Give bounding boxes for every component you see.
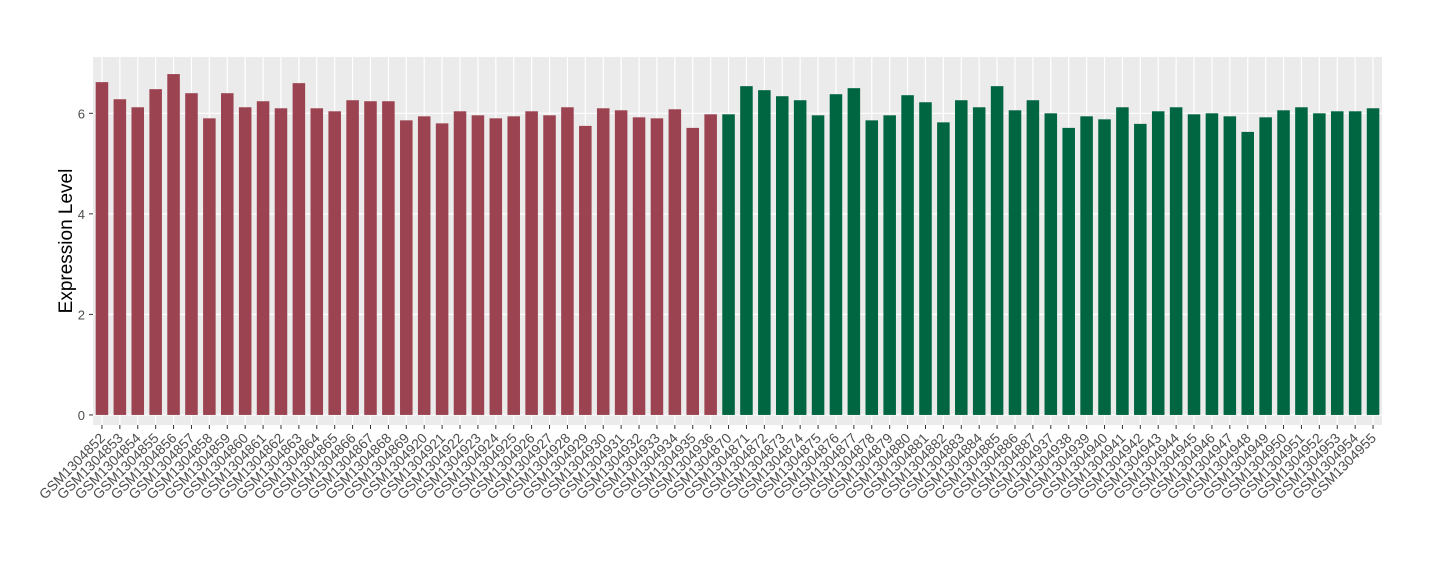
- bar: [847, 88, 861, 415]
- bar: [1062, 127, 1075, 415]
- bar: [632, 117, 646, 415]
- bar: [364, 101, 377, 415]
- y-tick-label: 6: [78, 106, 85, 121]
- bar: [507, 116, 520, 415]
- bar: [650, 118, 664, 415]
- bar: [722, 114, 735, 415]
- bar: [346, 100, 359, 415]
- bar: [1223, 116, 1237, 415]
- bar: [400, 120, 413, 415]
- bar: [955, 100, 968, 415]
- bar: [1277, 110, 1290, 415]
- bar: [883, 115, 896, 415]
- bar: [775, 96, 789, 415]
- y-tick-label: 2: [78, 307, 85, 322]
- bar: [292, 83, 306, 415]
- bar: [417, 116, 431, 415]
- bar: [1169, 107, 1183, 415]
- bar: [113, 99, 127, 415]
- bar: [1098, 119, 1111, 415]
- bar: [256, 101, 270, 415]
- bar: [561, 107, 574, 415]
- bar: [1026, 100, 1040, 415]
- bar: [793, 100, 807, 415]
- bar: [990, 86, 1004, 415]
- bar: [471, 115, 485, 415]
- y-tick-label: 0: [78, 408, 85, 423]
- bar: [221, 93, 234, 415]
- bar: [704, 114, 717, 415]
- bar: [686, 127, 700, 415]
- bar: [596, 108, 610, 415]
- bar: [865, 120, 879, 415]
- bar: [1008, 110, 1022, 415]
- bar: [95, 82, 109, 415]
- bar: [1330, 111, 1344, 415]
- bar: [274, 108, 288, 415]
- bar: [149, 89, 162, 415]
- panel: [93, 57, 1382, 425]
- bar: [489, 118, 503, 415]
- bar: [1044, 113, 1058, 415]
- bar: [614, 110, 628, 415]
- bar: [1348, 111, 1362, 415]
- bar: [937, 122, 950, 415]
- bar: [543, 115, 556, 415]
- bar: [668, 109, 682, 415]
- bar: [1080, 116, 1093, 415]
- bar: [1366, 108, 1380, 415]
- bar: [435, 123, 449, 415]
- bar: [131, 107, 145, 415]
- bar: [811, 115, 825, 415]
- bar: [238, 107, 252, 415]
- bar: [525, 111, 538, 415]
- bar: [328, 111, 341, 415]
- bar: [1313, 113, 1326, 415]
- bar: [901, 95, 914, 415]
- bar: [1259, 117, 1272, 415]
- bar: [919, 102, 932, 415]
- bar: [1151, 111, 1165, 415]
- bar: [1187, 114, 1201, 415]
- bar: [1241, 131, 1254, 415]
- bar: [310, 108, 324, 415]
- bar: [1134, 123, 1147, 415]
- bar: [1295, 107, 1308, 415]
- bar: [829, 94, 843, 415]
- bar: [453, 111, 467, 415]
- y-tick-label: 4: [78, 207, 85, 222]
- bar: [185, 93, 198, 415]
- bar: [740, 86, 753, 415]
- bar: [758, 90, 771, 415]
- bar: [382, 101, 395, 415]
- bar: [1205, 113, 1219, 415]
- bar: [579, 125, 592, 415]
- bar: [167, 74, 180, 415]
- bar: [972, 107, 986, 415]
- y-axis-label: Expression Level: [56, 169, 77, 314]
- bar: [1116, 107, 1129, 415]
- bar: [203, 118, 216, 415]
